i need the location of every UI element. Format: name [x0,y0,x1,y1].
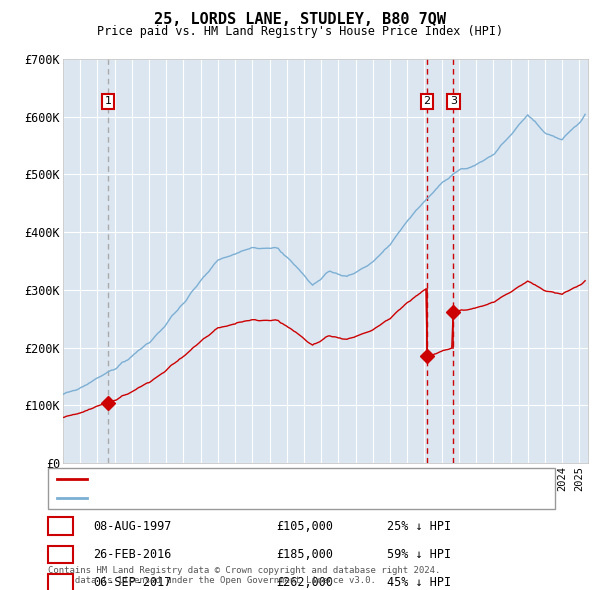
Text: Contains HM Land Registry data © Crown copyright and database right 2024.
This d: Contains HM Land Registry data © Crown c… [48,566,440,585]
Text: 59% ↓ HPI: 59% ↓ HPI [387,548,451,561]
Text: 25, LORDS LANE, STUDLEY, B80 7QW (detached house): 25, LORDS LANE, STUDLEY, B80 7QW (detach… [93,474,399,484]
Text: 2: 2 [57,548,64,561]
Text: 45% ↓ HPI: 45% ↓ HPI [387,576,451,589]
Text: 26-FEB-2016: 26-FEB-2016 [93,548,172,561]
Text: 3: 3 [450,96,457,106]
Text: 25, LORDS LANE, STUDLEY, B80 7QW: 25, LORDS LANE, STUDLEY, B80 7QW [154,12,446,27]
Text: £105,000: £105,000 [276,520,333,533]
Text: Price paid vs. HM Land Registry's House Price Index (HPI): Price paid vs. HM Land Registry's House … [97,25,503,38]
Text: 3: 3 [57,576,64,589]
Text: 1: 1 [57,520,64,533]
Text: 08-AUG-1997: 08-AUG-1997 [93,520,172,533]
Text: 1: 1 [104,96,112,106]
Text: £262,000: £262,000 [276,576,333,589]
Text: 2: 2 [424,96,431,106]
Text: 25% ↓ HPI: 25% ↓ HPI [387,520,451,533]
Text: HPI: Average price, detached house, Stratford-on-Avon: HPI: Average price, detached house, Stra… [93,493,424,503]
Text: 06-SEP-2017: 06-SEP-2017 [93,576,172,589]
Text: £185,000: £185,000 [276,548,333,561]
